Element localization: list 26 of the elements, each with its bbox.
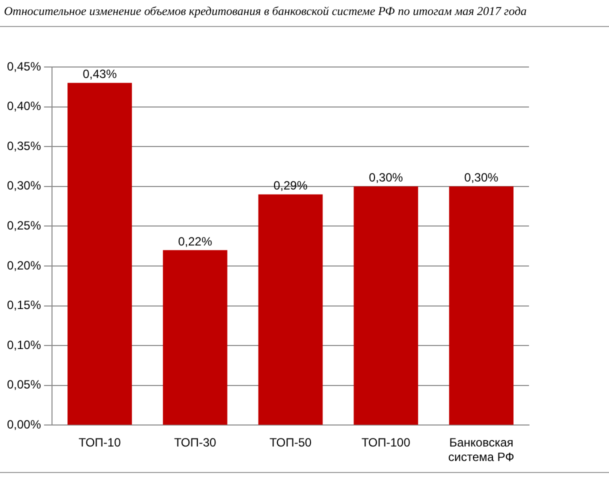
data-label: 0,30%: [368, 170, 404, 185]
bar: [68, 82, 132, 425]
data-label: 0,43%: [82, 67, 118, 82]
y-tick-label: 0,00%: [6, 418, 42, 432]
y-tick-label: 0,25%: [6, 218, 42, 233]
x-tick-label: ТОП-10: [78, 436, 122, 450]
y-tick-label: 0,30%: [6, 178, 42, 193]
x-tick-label: ТОП-30: [174, 436, 216, 450]
data-label: 0,22%: [178, 234, 212, 248]
data-label: 0,30%: [464, 170, 499, 185]
bar: [354, 186, 418, 425]
y-tick-label: 0,05%: [6, 378, 42, 392]
data-label: 0,29%: [273, 178, 308, 193]
bar: [162, 250, 228, 425]
y-tick-label: 0,10%: [6, 338, 42, 352]
y-tick-label: 0,15%: [6, 298, 42, 312]
x-tick-label: Банковская система РФ: [448, 436, 514, 464]
bar: [258, 194, 323, 425]
x-tick-label: ТОП-50: [269, 436, 312, 450]
y-tick-label: 0,45%: [6, 59, 42, 74]
y-tick-label: 0,40%: [6, 99, 42, 114]
y-tick-label: 0,20%: [6, 258, 42, 272]
y-tick-label: 0,35%: [6, 138, 42, 153]
bar: [449, 186, 514, 425]
chart-title: Относительное изменение объемов кредитования в банковской системе РФ по итогам мая 2017 года: [4, 4, 528, 20]
x-tick-label: ТОП-100: [362, 436, 411, 450]
